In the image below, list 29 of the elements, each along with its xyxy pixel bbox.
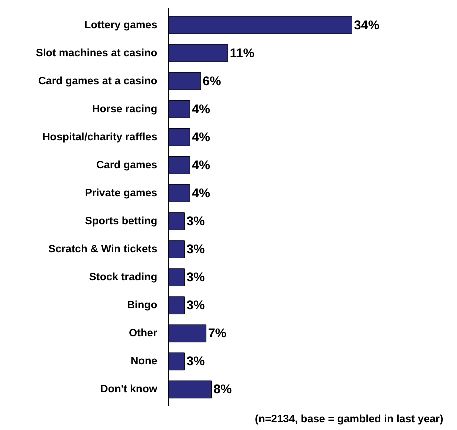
y-tick-label: Sports betting: [85, 216, 158, 228]
y-tick-label: Private games: [85, 187, 158, 200]
data-label: 34%: [354, 18, 380, 32]
y-tick-label: Bingo: [127, 300, 158, 312]
data-label: 3%: [186, 242, 206, 257]
data-label: 3%: [186, 214, 206, 229]
y-tick-label: Lottery games: [84, 19, 158, 32]
y-tick-label: Other: [129, 328, 158, 340]
data-label: 4%: [192, 130, 210, 144]
data-label: 4%: [192, 158, 210, 172]
data-label: 4%: [192, 102, 210, 116]
y-tick-label: Hospital/charity raffles: [42, 131, 158, 144]
data-label: 3%: [186, 354, 206, 369]
data-label: 7%: [208, 326, 227, 341]
data-label: 4%: [192, 186, 210, 200]
data-label: 3%: [186, 298, 206, 313]
text: (n=2134, base = gambled in last year): [255, 414, 444, 426]
data-label: 11%: [230, 46, 255, 60]
y-tick-label: Don't know: [100, 384, 158, 396]
data-label: 8%: [214, 382, 232, 397]
y-tick-label: Scratch & Win tickets: [48, 244, 158, 256]
y-tick-label: Card games: [96, 159, 158, 172]
y-tick-label: Horse racing: [92, 103, 158, 116]
y-tick-label: Card games at a casino: [38, 75, 158, 88]
data-label: 6%: [202, 74, 222, 88]
y-tick-label: Stock trading: [89, 272, 158, 284]
y-tick-label: Slot machines at casino: [36, 47, 158, 60]
data-label: 3%: [186, 270, 206, 285]
y-tick-label: None: [130, 356, 158, 368]
